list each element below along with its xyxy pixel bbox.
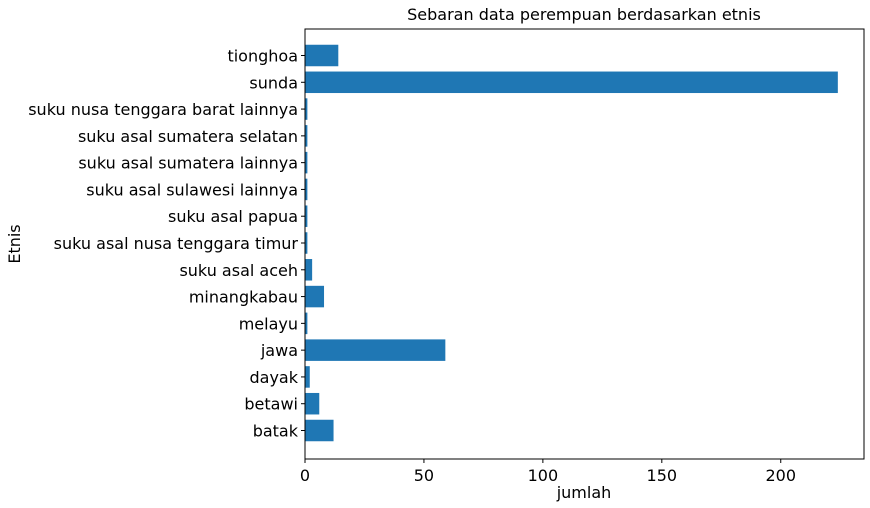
bar-suku-asal-nusa-tenggara-timur [305, 232, 308, 254]
y-tick-label: betawi [244, 395, 298, 414]
y-tick-label: jawa [260, 341, 298, 360]
y-axis-ticks: batak betawi dayak jawa melayu minangkabau suk… [28, 47, 305, 441]
y-tick-label: suku asal sumatera lainnya [78, 154, 298, 173]
bar-minangkabau [305, 285, 325, 308]
bar-suku-asal-sumatera-selatan [305, 125, 308, 147]
bar-batak [305, 419, 334, 442]
bar-betawi [305, 392, 320, 415]
y-tick-label: sunda [249, 73, 298, 92]
bar-suku-asal-sumatera-lainnya [305, 151, 308, 174]
x-tick-label: 50 [414, 466, 434, 485]
y-tick-label: suku nusa tenggara barat lainnya [28, 100, 298, 119]
plot-frame [304, 28, 865, 460]
y-axis-label: Etnis [5, 224, 24, 263]
y-tick-label: suku asal nusa tenggara timur [54, 234, 299, 253]
y-tick-label: batak [253, 422, 299, 441]
bar-suku-nusa-tenggara-barat-lainnya [305, 98, 308, 120]
bar-jawa [305, 339, 446, 361]
x-axis-ticks: 0 50 100 150 200 [300, 459, 796, 485]
bar-suku-asal-aceh [305, 259, 313, 281]
y-tick-label: minangkabau [189, 288, 298, 307]
y-tick-label: dayak [250, 368, 299, 387]
bar-tionghoa [305, 44, 339, 67]
bar-suku-asal-sulawesi-lainnya [305, 178, 308, 201]
y-tick-label: suku asal papua [168, 207, 298, 226]
bars-group [305, 44, 838, 442]
x-tick-label: 200 [765, 466, 796, 485]
y-tick-label: tionghoa [227, 47, 298, 66]
x-axis-label: jumlah [556, 483, 612, 502]
x-tick-label: 100 [528, 466, 559, 485]
x-tick-label: 0 [300, 466, 310, 485]
bar-dayak [305, 366, 310, 388]
bar-suku-asal-papua [305, 205, 308, 227]
bar-sunda [305, 71, 838, 94]
y-tick-label: suku asal sumatera selatan [78, 127, 298, 146]
chart-title: Sebaran data perempuan berdasarkan etnis [407, 5, 761, 24]
y-tick-label: suku asal sulawesi lainnya [86, 180, 298, 199]
bar-melayu [305, 312, 308, 335]
y-tick-label: suku asal aceh [179, 261, 298, 280]
y-tick-label: melayu [239, 314, 298, 333]
x-tick-label: 150 [647, 466, 678, 485]
